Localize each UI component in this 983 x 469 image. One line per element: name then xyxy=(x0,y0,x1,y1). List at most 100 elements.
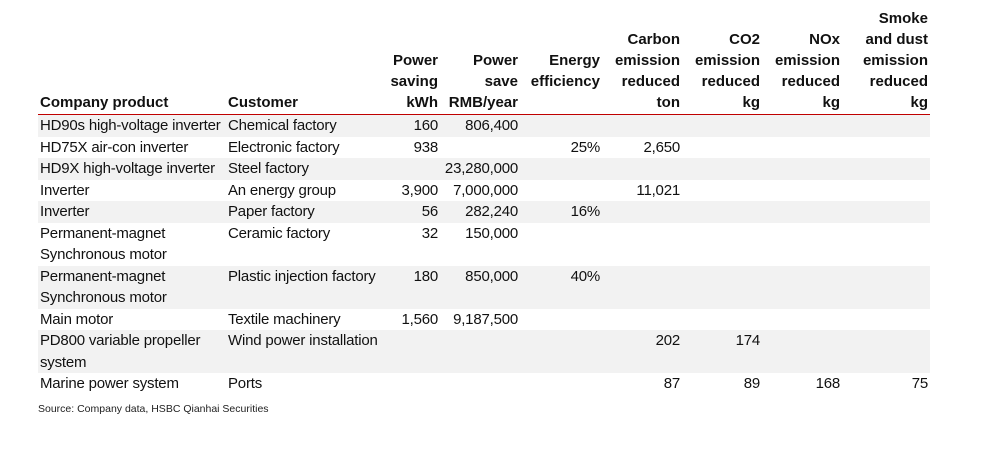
energy-savings-table: Power saving Power save Energy efficiency Carb… xyxy=(38,8,930,395)
cell-customer: Paper factory xyxy=(226,201,386,223)
column-header-nox: NOx emission reduced xyxy=(762,8,842,92)
cell-carbon: 87 xyxy=(663,375,680,392)
table-row: Inverter An energy group 3,900 7,000,000 11,… xyxy=(38,180,930,202)
table-row: Marine power system Ports 87 89 168 75 xyxy=(38,373,930,395)
header-line: Power xyxy=(392,52,438,69)
cell-smoke xyxy=(842,180,930,202)
cell-energy-efficiency xyxy=(520,114,602,137)
cell-co2 xyxy=(682,180,762,202)
header-line: save xyxy=(484,73,518,90)
cell-power-saving: 56 xyxy=(386,201,440,223)
cell-customer: Chemical factory xyxy=(226,114,386,137)
column-header-product xyxy=(38,8,226,92)
header-line: reduced xyxy=(781,73,840,90)
column-unit-power-save: RMB/year xyxy=(440,92,520,115)
header-line: CO2 xyxy=(729,31,760,48)
cell-nox: 168 xyxy=(815,375,841,392)
column-unit-nox: kg xyxy=(762,92,842,115)
column-unit-co2: kg xyxy=(682,92,762,115)
cell-smoke xyxy=(842,114,930,137)
cell-customer: Electronic factory xyxy=(228,138,340,156)
cell-energy-efficiency: 40% xyxy=(520,265,602,309)
cell-product: Inverter xyxy=(40,181,90,199)
cell-power-saving xyxy=(386,330,440,373)
table-body: HD90s high-voltage inverter Chemical fact… xyxy=(38,114,930,395)
cell-power-saving: 938 xyxy=(413,138,439,156)
cell-product: Permanent-magnet Synchronous motor xyxy=(40,224,167,264)
table-row: HD75X air-con inverter Electronic factory… xyxy=(38,137,930,159)
cell-co2 xyxy=(682,309,762,331)
cell-energy-efficiency xyxy=(520,330,602,373)
cell-carbon: 2,650 xyxy=(643,138,680,156)
cell-power-saving: 1,560 xyxy=(401,310,438,328)
cell-product: HD9X high-voltage inverter xyxy=(38,158,226,180)
cell-energy-efficiency: 16% xyxy=(520,201,602,223)
cell-power-save: 23,280,000 xyxy=(440,158,520,180)
cell-smoke: 75 xyxy=(911,375,928,392)
cell-customer: Ports xyxy=(228,375,263,392)
column-header-co2: CO2 emission reduced xyxy=(682,8,762,92)
table-row: HD90s high-voltage inverter Chemical fact… xyxy=(38,114,930,137)
cell-nox xyxy=(762,330,842,373)
cell-power-saving: 32 xyxy=(421,224,438,242)
cell-power-save: 850,000 xyxy=(440,265,520,309)
header-line: and dust xyxy=(865,31,929,48)
cell-co2 xyxy=(682,223,762,266)
header-line: NOx xyxy=(809,31,840,48)
cell-customer: Ceramic factory xyxy=(228,224,331,242)
header-line: saving xyxy=(390,73,438,90)
cell-nox xyxy=(762,180,842,202)
header-line: reduced xyxy=(869,73,928,90)
column-unit-product: Company product xyxy=(38,92,226,115)
cell-nox xyxy=(762,114,842,137)
header-line: Energy xyxy=(549,52,600,69)
cell-co2 xyxy=(682,158,762,180)
cell-product: Permanent-magnet Synchronous motor xyxy=(38,265,226,309)
cell-co2: 174 xyxy=(682,330,762,373)
cell-nox xyxy=(762,265,842,309)
cell-carbon xyxy=(602,265,682,309)
cell-power-saving xyxy=(386,158,440,180)
table-row: HD9X high-voltage inverter Steel factory 2… xyxy=(38,158,930,180)
cell-customer: Wind power installation xyxy=(226,330,386,373)
cell-co2 xyxy=(682,265,762,309)
cell-co2 xyxy=(682,114,762,137)
cell-power-saving: 160 xyxy=(386,114,440,137)
cell-customer: Steel factory xyxy=(226,158,386,180)
header-title-row: Power saving Power save Energy efficiency Carb… xyxy=(38,8,930,92)
header-line: reduced xyxy=(621,73,680,90)
cell-smoke xyxy=(842,201,930,223)
cell-product: Marine power system xyxy=(40,375,179,392)
cell-smoke xyxy=(842,330,930,373)
header-line: emission xyxy=(614,52,680,69)
cell-smoke xyxy=(842,158,930,180)
cell-carbon: 11,021 xyxy=(636,181,680,199)
cell-co2 xyxy=(682,201,762,223)
table-row: Inverter Paper factory 56 282,240 16% xyxy=(38,201,930,223)
column-header-power-save: Power save xyxy=(440,8,520,92)
cell-nox xyxy=(762,137,842,159)
cell-product: Main motor xyxy=(40,310,114,328)
column-header-energy-efficiency: Energy efficiency xyxy=(520,8,602,92)
cell-power-save: 806,400 xyxy=(440,114,520,137)
cell-smoke xyxy=(842,309,930,331)
header-unit-row: Company product Customer kWh RMB/year ton kg k… xyxy=(38,92,930,115)
cell-power-save: 9,187,500 xyxy=(453,310,518,328)
cell-smoke xyxy=(842,223,930,266)
cell-product: Inverter xyxy=(38,201,226,223)
column-header-carbon: Carbon emission reduced xyxy=(602,8,682,92)
cell-energy-efficiency xyxy=(520,180,602,202)
cell-energy-efficiency xyxy=(520,158,602,180)
cell-customer: An energy group xyxy=(228,181,336,199)
cell-energy-efficiency xyxy=(520,223,602,266)
cell-carbon xyxy=(602,223,682,266)
cell-carbon xyxy=(602,201,682,223)
header-line: emission xyxy=(694,52,760,69)
cell-product: PD800 variable propeller system xyxy=(38,330,226,373)
cell-co2: 89 xyxy=(743,375,760,392)
header-line: emission xyxy=(862,52,928,69)
column-header-smoke: Smoke and dust emission reduced xyxy=(842,8,930,92)
column-unit-energy-efficiency xyxy=(520,92,602,115)
cell-carbon xyxy=(602,158,682,180)
cell-nox xyxy=(762,158,842,180)
